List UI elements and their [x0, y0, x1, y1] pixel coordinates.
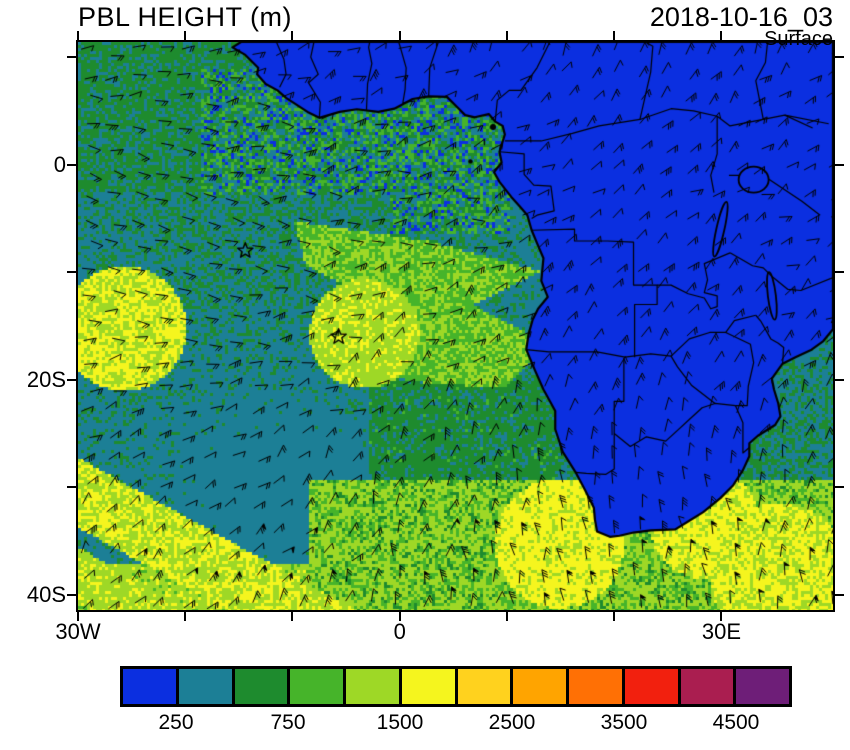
colorbar-cell-5 — [346, 669, 402, 704]
colorbar-cell-11 — [680, 669, 737, 704]
lat-tick-left — [67, 271, 76, 274]
colorbar-label: 750 — [270, 711, 306, 734]
colorbar-cell-10 — [624, 669, 681, 704]
lat-axis-label: 0 — [53, 151, 66, 177]
lat-tick-left — [67, 163, 76, 166]
lat-tick-left — [67, 378, 76, 381]
colorbar-cell-2 — [178, 669, 235, 704]
colorbar-label: 250 — [158, 711, 194, 734]
lon-tick-bottom — [398, 612, 401, 621]
colorbar-label: 1500 — [376, 711, 424, 734]
lon-tick-top — [720, 31, 723, 40]
colorbar-cell-12 — [736, 669, 789, 704]
map-frame — [76, 40, 835, 612]
lon-tick-top — [184, 31, 187, 40]
colorbar-cell-1 — [123, 669, 179, 704]
lat-axis-label: 40S — [26, 581, 66, 607]
lon-tick-bottom — [184, 612, 187, 621]
lon-tick-bottom — [613, 612, 616, 621]
lat-tick-right — [835, 593, 844, 596]
colorbar-cell-9 — [569, 669, 625, 704]
lat-axis-label: 20S — [26, 366, 66, 392]
lon-axis-label: 30W — [55, 619, 101, 644]
colorbar-cell-8 — [513, 669, 569, 704]
colorbar-cell-4 — [290, 669, 346, 704]
lon-tick-bottom — [291, 612, 294, 621]
plot-datetime: 2018-10-16_03 — [649, 2, 833, 32]
colorbar-label: 3500 — [600, 711, 648, 734]
lat-tick-left — [67, 486, 76, 489]
lon-tick-top — [398, 31, 401, 40]
colorbar-label: 2500 — [488, 711, 536, 734]
lon-axis-label: 0 — [393, 619, 406, 644]
colorbar-cell-7 — [457, 669, 514, 704]
lat-tick-left — [67, 56, 76, 59]
plot-level: Surface — [764, 28, 833, 50]
lon-tick-top — [77, 31, 79, 40]
lat-tick-left — [67, 593, 76, 596]
colorbar-cell-3 — [234, 669, 291, 704]
lon-tick-top — [291, 31, 294, 40]
lat-tick-right — [835, 486, 844, 489]
lat-tick-right — [835, 378, 844, 381]
plot-title: PBL HEIGHT (m) — [78, 2, 293, 32]
lat-tick-right — [835, 56, 844, 59]
lon-tick-bottom — [720, 612, 723, 621]
lon-tick-top — [505, 31, 508, 40]
colorbar-cell-6 — [401, 669, 458, 704]
colorbar-label: 4500 — [712, 711, 760, 734]
lon-tick-bottom — [77, 612, 79, 621]
colorbar — [120, 666, 792, 707]
lon-tick-bottom — [505, 612, 508, 621]
lat-tick-right — [835, 271, 844, 274]
map-canvas — [78, 42, 833, 610]
lat-tick-right — [835, 163, 844, 166]
lon-tick-top — [613, 31, 616, 40]
lon-axis-label: 30E — [701, 619, 742, 644]
